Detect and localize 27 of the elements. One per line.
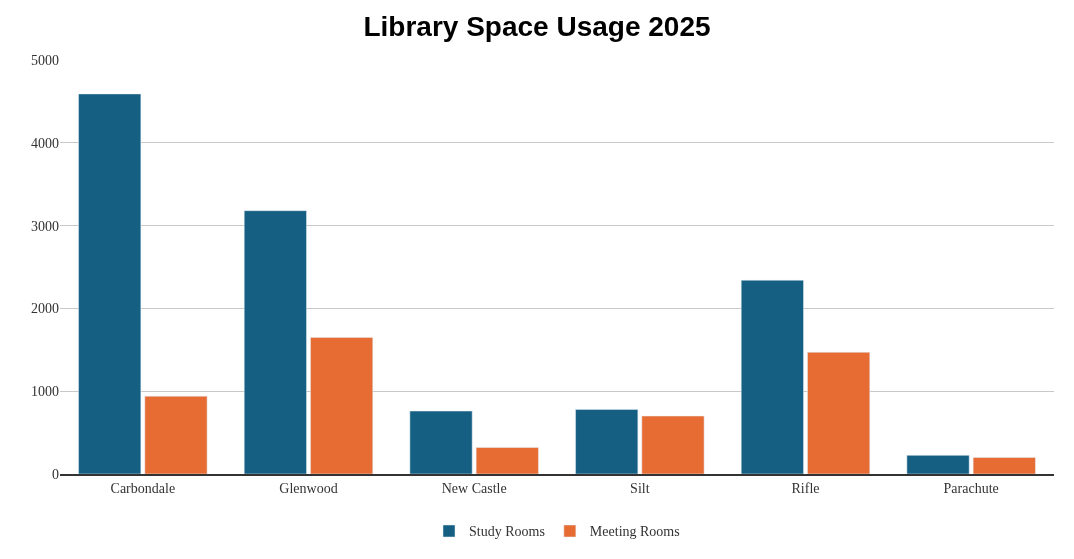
bar <box>807 352 871 474</box>
bar <box>78 93 142 474</box>
y-tick-label: 4000 <box>31 135 59 151</box>
bar <box>310 337 374 474</box>
bar <box>972 457 1036 474</box>
y-tick-label: 0 <box>52 466 59 482</box>
x-tick-label: Silt <box>630 480 650 496</box>
y-tick-label: 5000 <box>31 52 59 68</box>
bar <box>475 447 539 474</box>
x-tick-label: New Castle <box>441 480 507 496</box>
bar <box>641 415 705 474</box>
chart-title: Library Space Usage 2025 <box>363 11 711 43</box>
legend-label: Meeting Rooms <box>589 524 680 540</box>
bar <box>906 455 970 474</box>
legend-label: Study Rooms <box>469 524 545 540</box>
y-tick-label: 1000 <box>31 384 59 400</box>
bar <box>144 395 208 474</box>
x-tick-label: Rifle <box>791 480 820 496</box>
bar <box>575 409 639 474</box>
y-tick-label: 3000 <box>31 218 59 234</box>
x-tick-label: Parachute <box>943 480 999 496</box>
bar <box>243 210 307 474</box>
y-tick-label: 2000 <box>31 301 59 317</box>
bar <box>409 410 473 474</box>
x-tick-label: Carbondale <box>110 480 176 496</box>
x-tick-label: Glenwood <box>279 480 338 496</box>
bar <box>740 280 804 474</box>
